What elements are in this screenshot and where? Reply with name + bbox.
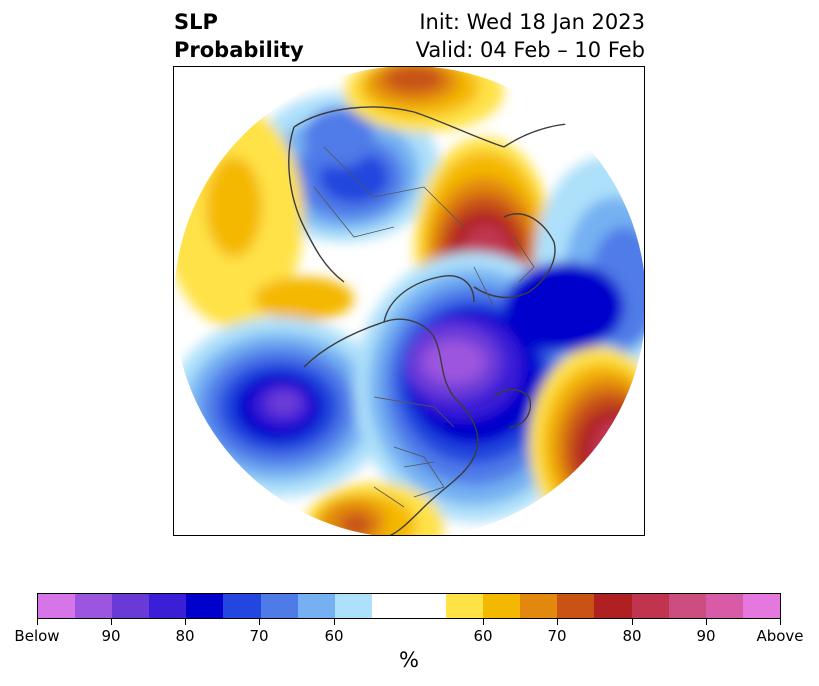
- colorbar-segment: [149, 594, 187, 618]
- coastlines: [288, 106, 635, 535]
- colorbar-tick: [557, 619, 558, 625]
- colorbar-segment: [483, 594, 521, 618]
- colorbar-tick: [706, 619, 707, 625]
- title-right: Init: Wed 18 Jan 2023 Valid: 04 Feb – 10…: [416, 8, 645, 64]
- init-date: Init: Wed 18 Jan 2023: [419, 10, 645, 34]
- region-east-asia-above: [174, 107, 354, 327]
- colorbar-tick-label: Below: [14, 627, 60, 645]
- probability-map: [174, 67, 644, 535]
- map-panel: [173, 66, 645, 536]
- colorbar-tick: [334, 619, 335, 625]
- colorbar-segment: [594, 594, 632, 618]
- colorbar-segment: [260, 594, 298, 618]
- colorbar-segment: [446, 594, 484, 618]
- colorbar-tick-label: 60: [324, 627, 344, 645]
- colorbar-segment: [631, 594, 669, 618]
- colorbar: [37, 593, 781, 619]
- colorbar-tick-label: Above: [756, 627, 804, 645]
- colorbar-tick: [185, 619, 186, 625]
- colorbar-segment: [520, 594, 558, 618]
- colorbar-segment: [297, 594, 335, 618]
- colorbar-segment: [38, 594, 76, 618]
- colorbar-tick: [632, 619, 633, 625]
- colorbar-tick-label: 60: [473, 627, 493, 645]
- colorbar-tick-label: 70: [547, 627, 567, 645]
- region-greenland-below: [354, 252, 624, 522]
- colorbar-segment: [557, 594, 595, 618]
- colorbar-segment: [705, 594, 743, 618]
- colorbar-tick: [780, 619, 781, 625]
- quantity-title: Probability: [174, 38, 304, 62]
- colorbar-segment: [742, 594, 780, 618]
- colorbar-tick-label: 90: [101, 627, 121, 645]
- colorbar-segment: [75, 594, 113, 618]
- colorbar-tick-label: 80: [175, 627, 195, 645]
- political-borders: [313, 146, 535, 508]
- colorbar-segment: [186, 594, 224, 618]
- colorbar-tick: [37, 619, 38, 625]
- colorbar-tick-label: 90: [696, 627, 716, 645]
- colorbar-segment: [668, 594, 706, 618]
- title-left: SLP Probability: [174, 8, 304, 64]
- valid-range: Valid: 04 Feb – 10 Feb: [415, 38, 645, 62]
- colorbar-tick: [483, 619, 484, 625]
- colorbar-tick-label: 70: [249, 627, 269, 645]
- colorbar-tick: [111, 619, 112, 625]
- colorbar-tick-label: 80: [622, 627, 642, 645]
- colorbar-segment: [223, 594, 261, 618]
- colorbar-segment: [371, 594, 409, 618]
- colorbar-segment: [408, 594, 447, 618]
- colorbar-tick: [259, 619, 260, 625]
- colorbar-segment: [334, 594, 372, 618]
- colorbar-unit-label: %: [399, 648, 419, 672]
- colorbar-segment: [112, 594, 150, 618]
- variable-title: SLP: [174, 10, 218, 34]
